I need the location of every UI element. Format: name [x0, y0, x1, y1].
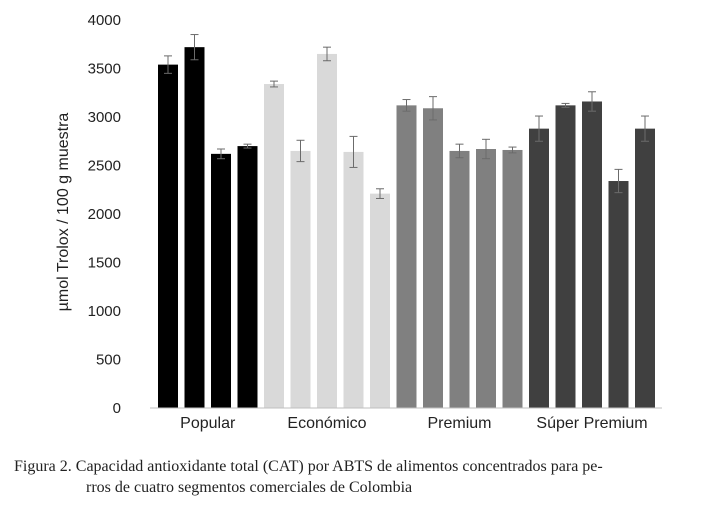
bar	[370, 193, 390, 408]
bar	[343, 151, 364, 409]
error-bars	[164, 34, 649, 199]
bar-chart: µmol Trolox / 100 g muestra 0 500 1000 1500…	[55, 12, 662, 432]
bar	[184, 47, 205, 408]
bar	[158, 64, 178, 409]
category-labels: Popular Económico Premium Súper Premium	[180, 415, 647, 432]
bar	[635, 128, 655, 408]
y-tick-label: 1000	[88, 303, 121, 320]
y-tick-label: 3500	[88, 61, 121, 78]
category-label: Popular	[180, 415, 236, 432]
y-axis-ticks: 0 500 1000 1500 2000 2500 3000 3500 4000	[88, 12, 121, 417]
bar	[396, 105, 417, 409]
bar	[555, 105, 576, 409]
figure-caption: Figura 2. Capacidad antioxidante total (…	[14, 456, 704, 498]
bar	[529, 128, 549, 408]
bar	[502, 149, 523, 409]
bar	[237, 146, 258, 408]
y-tick-label: 2500	[88, 158, 121, 175]
category-label: Premium	[427, 415, 491, 432]
category-label: Súper Premium	[536, 415, 647, 432]
bar	[264, 84, 284, 409]
y-axis-title: µmol Trolox / 100 g muestra	[55, 113, 72, 312]
bar	[476, 149, 496, 408]
bar	[582, 101, 602, 408]
bar	[608, 181, 629, 408]
category-label: Económico	[287, 415, 366, 432]
bar	[211, 153, 231, 408]
y-axis-title-group: µmol Trolox / 100 g muestra	[55, 113, 72, 312]
y-tick-label: 3000	[88, 109, 121, 126]
y-tick-label: 1500	[88, 255, 121, 272]
bar	[423, 108, 443, 409]
y-tick-label: 500	[96, 352, 121, 369]
caption-line-1: Figura 2. Capacidad antioxidante total (…	[14, 458, 603, 475]
y-tick-label: 0	[113, 400, 121, 417]
bar	[290, 150, 311, 408]
y-tick-label: 2000	[88, 206, 121, 223]
bar	[449, 150, 470, 408]
bars	[158, 47, 655, 409]
bar	[317, 53, 337, 408]
caption-line-2: rros de cuatro segmentos comerciales de …	[86, 479, 413, 496]
y-tick-label: 4000	[88, 12, 121, 29]
